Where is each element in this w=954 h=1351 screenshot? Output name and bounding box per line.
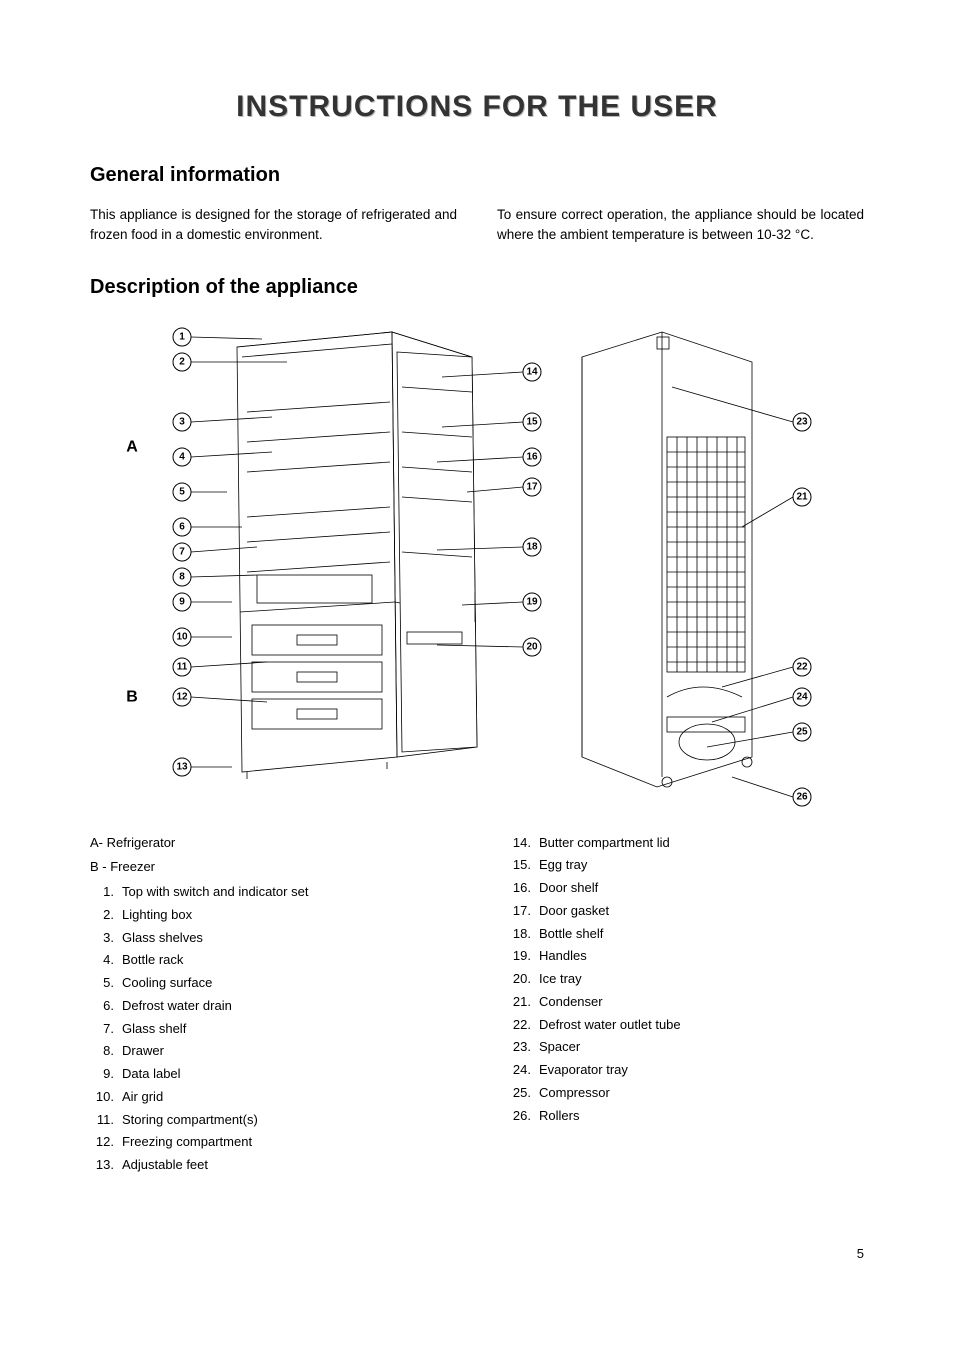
- callout-number: 11: [177, 661, 188, 672]
- part-item: Ice tray: [507, 968, 864, 991]
- page-title: INSTRUCTIONS FOR THE USER: [90, 90, 864, 124]
- callout-number: 16: [526, 451, 538, 462]
- part-item: Handles: [507, 945, 864, 968]
- part-item: Freezing compartment: [90, 1131, 447, 1154]
- callout-number: 12: [176, 691, 188, 702]
- part-item: Evaporator tray: [507, 1059, 864, 1082]
- callout-number: 14: [526, 366, 538, 377]
- part-item: Glass shelves: [90, 927, 447, 950]
- part-item: Rollers: [507, 1105, 864, 1128]
- callout-number: 10: [176, 631, 188, 642]
- callout-number: 18: [526, 541, 538, 552]
- section-label-a: A- Refrigerator: [90, 832, 447, 855]
- callout-number: 25: [796, 726, 808, 737]
- part-item: Door gasket: [507, 900, 864, 923]
- parts-list-left: Top with switch and indicator setLightin…: [90, 881, 447, 1177]
- description-heading: Description of the appliance: [90, 276, 864, 299]
- callout-number: 15: [526, 416, 538, 427]
- parts-lists: A- Refrigerator B - Freezer Top with swi…: [90, 832, 864, 1177]
- part-item: Glass shelf: [90, 1018, 447, 1041]
- callout-number: 20: [526, 641, 538, 652]
- general-info-col1: This appliance is designed for the stora…: [90, 205, 457, 246]
- callout-number: 6: [179, 521, 185, 532]
- part-item: Storing compartment(s): [90, 1109, 447, 1132]
- callout-number: 5: [179, 486, 185, 497]
- part-item: Compressor: [507, 1082, 864, 1105]
- section-letter-a: A: [126, 438, 138, 455]
- part-item: Defrost water outlet tube: [507, 1014, 864, 1037]
- callout-number: 3: [179, 416, 185, 427]
- callout-number: 9: [179, 596, 185, 607]
- callout-number: 24: [796, 691, 808, 702]
- part-item: Air grid: [90, 1086, 447, 1109]
- appliance-diagram: A B 123456789101112131415161718192023212…: [102, 317, 852, 817]
- section-letter-b: B: [126, 688, 138, 705]
- part-item: Top with switch and indicator set: [90, 881, 447, 904]
- part-item: Egg tray: [507, 854, 864, 877]
- callout-number: 4: [179, 451, 185, 462]
- callout-number: 23: [796, 416, 808, 427]
- callout-number: 22: [796, 661, 808, 672]
- page-number: 5: [857, 1246, 864, 1261]
- general-info-col2: To ensure correct operation, the applian…: [497, 205, 864, 246]
- callout-number: 2: [179, 356, 185, 367]
- part-item: Data label: [90, 1063, 447, 1086]
- part-item: Condenser: [507, 991, 864, 1014]
- part-item: Defrost water drain: [90, 995, 447, 1018]
- callout-number: 17: [526, 481, 538, 492]
- callout-number: 26: [796, 791, 808, 802]
- part-item: Door shelf: [507, 877, 864, 900]
- callout-number: 13: [176, 761, 188, 772]
- callout-number: 7: [179, 546, 185, 557]
- general-info-heading: General information: [90, 164, 864, 187]
- part-item: Lighting box: [90, 904, 447, 927]
- general-info-text: This appliance is designed for the stora…: [90, 205, 864, 246]
- part-item: Spacer: [507, 1036, 864, 1059]
- callout-number: 21: [796, 491, 808, 502]
- part-item: Drawer: [90, 1040, 447, 1063]
- part-item: Butter compartment lid: [507, 832, 864, 855]
- callout-number: 1: [179, 331, 185, 342]
- part-item: Cooling surface: [90, 972, 447, 995]
- callout-number: 19: [526, 596, 538, 607]
- section-label-b: B - Freezer: [90, 856, 447, 879]
- callout-number: 8: [179, 571, 185, 582]
- parts-list-right: Butter compartment lidEgg trayDoor shelf…: [507, 832, 864, 1128]
- part-item: Bottle shelf: [507, 923, 864, 946]
- part-item: Bottle rack: [90, 949, 447, 972]
- part-item: Adjustable feet: [90, 1154, 447, 1177]
